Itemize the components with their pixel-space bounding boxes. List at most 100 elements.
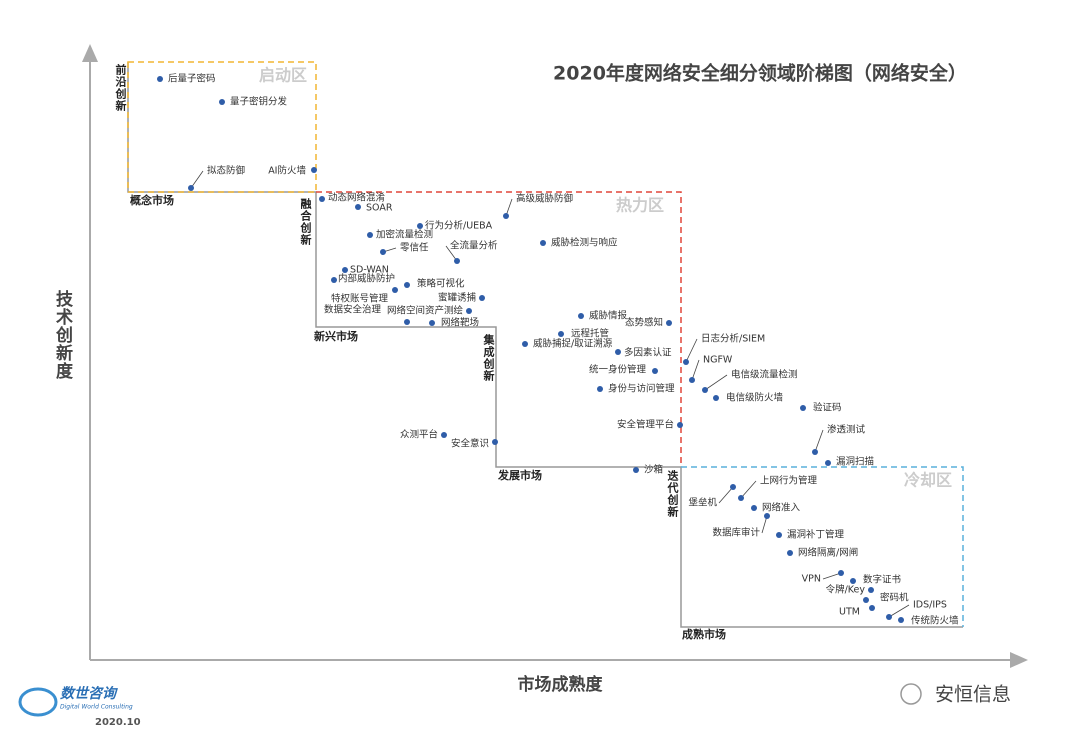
node-dot (157, 76, 163, 82)
node-dot (825, 460, 831, 466)
zone-label: 启动区 (259, 66, 307, 85)
node-label: 量子密钥分发 (230, 96, 288, 108)
node-label: 多因素认证 (624, 347, 672, 359)
logo-subtitle: Digital World Consulting (60, 704, 133, 711)
node-dot (319, 196, 325, 202)
node-label: 令牌/Key (826, 584, 866, 596)
stage-label: 迭代创新 (666, 469, 680, 518)
node-dot (417, 223, 423, 229)
node-dot (633, 467, 639, 473)
node-dot (454, 258, 460, 264)
node-dot (615, 349, 621, 355)
node-dot (863, 597, 869, 603)
node-dot (730, 484, 736, 490)
node-dot (188, 185, 194, 191)
node-dot (652, 368, 658, 374)
leader-line (685, 338, 698, 363)
node-label: VPN (802, 574, 821, 585)
leader-line (505, 198, 513, 217)
node-label: 网络隔离/网闸 (798, 547, 858, 559)
node-dot (677, 422, 683, 428)
node-dot (666, 320, 672, 326)
logo-date: 2020.10 (95, 717, 141, 728)
node-label: 沙箱 (644, 464, 663, 476)
node-label: 数据库审计 (712, 527, 760, 539)
node-label: 数据安全治理 (324, 304, 382, 316)
node-dot (311, 167, 317, 173)
node-dot (503, 213, 509, 219)
node-label: 威胁检测与响应 (551, 237, 618, 249)
leader-line (445, 245, 458, 262)
node-label: AI防火墙 (268, 165, 306, 177)
node-dot (355, 204, 361, 210)
node-dot (404, 319, 410, 325)
node-dot (540, 240, 546, 246)
node-label: 全流量分析 (450, 240, 498, 252)
node-dot (492, 439, 498, 445)
zone-label: 热力区 (616, 196, 664, 215)
node-label: 后量子密码 (168, 73, 216, 85)
node-label: 漏洞补丁管理 (787, 529, 845, 541)
leader-line (814, 429, 824, 453)
node-dot (558, 331, 564, 337)
node-label: 拟态防御 (207, 165, 245, 177)
leader-line (822, 572, 842, 580)
node-dot (751, 505, 757, 511)
node-dot (404, 282, 410, 288)
title: 2020年度网络安全细分领域阶梯图（网络安全） (553, 62, 967, 85)
node-label: NGFW (703, 355, 733, 366)
node-dot (367, 232, 373, 238)
node-label: 安全管理平台 (617, 419, 674, 431)
logo: 数世咨询 Digital World Consulting 2020.10 (18, 685, 141, 728)
node-label: 加密流量检测 (376, 229, 433, 241)
stage-label: 发展市场 (497, 468, 542, 482)
node-label: 威胁捕捉/取证溯源 (533, 338, 613, 350)
node-dot (787, 550, 793, 556)
node-dot (850, 578, 856, 584)
node-label: 网络靶场 (441, 317, 479, 329)
node-label: IDS/IPS (913, 600, 947, 611)
logo-name: 数世咨询 (60, 685, 118, 702)
node-dot (342, 267, 348, 273)
node-label: 远程托管 (571, 328, 609, 340)
node-dot (429, 320, 435, 326)
node-dot (886, 614, 892, 620)
node-dot (522, 341, 528, 347)
node-dot (597, 386, 603, 392)
zone-box (316, 191, 682, 467)
node-label: SD-WAN (350, 265, 389, 276)
node-label: 密码机 (880, 592, 909, 604)
node-label: 网络准入 (762, 502, 801, 514)
node-label: 渗透测试 (827, 424, 866, 436)
node-label: SOAR (366, 203, 393, 214)
node-dot (702, 387, 708, 393)
node-label: 电信级防火墙 (726, 392, 784, 404)
stage-label: 前沿创新 (114, 63, 128, 112)
node-label: 内部威胁防护 (338, 273, 395, 285)
node-label: 漏洞扫描 (836, 456, 875, 468)
node-label: 行为分析/UEBA (425, 220, 493, 232)
leader-line (718, 486, 734, 504)
node-label: 高级威胁防御 (516, 193, 573, 205)
node-label: 堡垒机 (688, 497, 717, 509)
node-dot (441, 432, 447, 438)
node-label: 安全意识 (451, 438, 489, 450)
node-dot (713, 395, 719, 401)
node-dot (869, 605, 875, 611)
leader-line (691, 359, 700, 381)
zone-box (681, 466, 964, 627)
leader-line (740, 480, 757, 499)
stage-label: 新兴市场 (314, 329, 358, 343)
node-label: 动态网络混淆 (328, 192, 386, 204)
node-dot (898, 617, 904, 623)
node-dot (800, 405, 806, 411)
x-axis-label: 市场成熟度 (518, 674, 604, 695)
stage-label: 融合创新 (299, 197, 313, 246)
node-dot (578, 313, 584, 319)
node-label: 验证码 (813, 402, 842, 414)
stage-label: 集成创新 (482, 333, 496, 382)
node-label: 特权账号管理 (331, 293, 389, 305)
node-label: 策略可视化 (417, 278, 465, 290)
node-dot (331, 277, 337, 283)
